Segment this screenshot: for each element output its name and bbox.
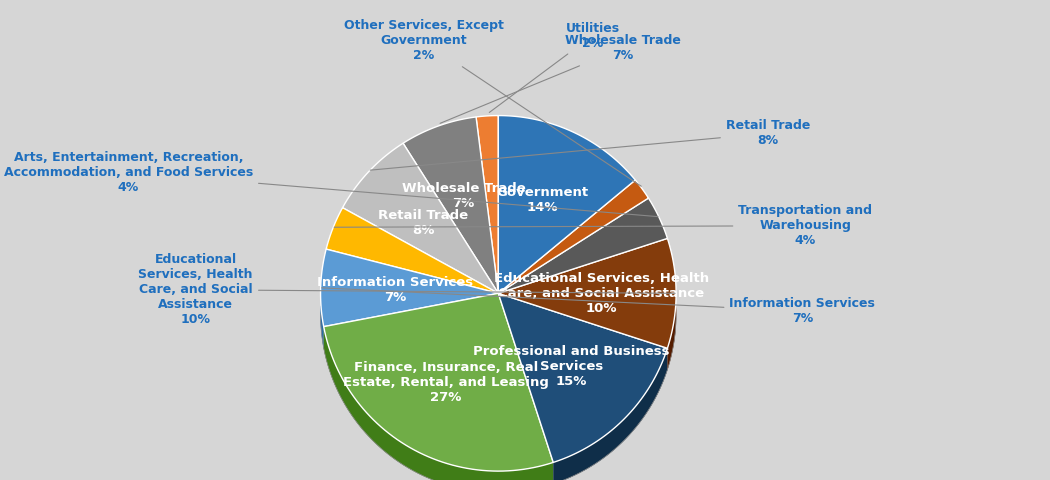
Polygon shape xyxy=(499,239,676,348)
Text: Other Services, Except
Government
2%: Other Services, Except Government 2% xyxy=(343,19,642,186)
Text: Information Services
7%: Information Services 7% xyxy=(317,276,474,304)
Text: Information Services
7%: Information Services 7% xyxy=(321,288,876,325)
Polygon shape xyxy=(323,327,553,480)
Polygon shape xyxy=(342,143,499,293)
Text: Retail Trade
8%: Retail Trade 8% xyxy=(378,209,468,237)
Polygon shape xyxy=(323,293,553,471)
Text: Transportation and
Warehousing
4%: Transportation and Warehousing 4% xyxy=(334,204,873,247)
Text: Utilities
2%: Utilities 2% xyxy=(489,22,620,112)
Polygon shape xyxy=(320,285,323,348)
Polygon shape xyxy=(476,116,499,293)
Polygon shape xyxy=(327,208,499,293)
Polygon shape xyxy=(668,285,676,370)
Polygon shape xyxy=(320,249,499,327)
Text: Educational Services, Health
Care, and Social Assistance
10%: Educational Services, Health Care, and S… xyxy=(494,272,709,315)
Polygon shape xyxy=(499,116,635,293)
Text: Professional and Business
Services
15%: Professional and Business Services 15% xyxy=(472,345,670,388)
Polygon shape xyxy=(499,180,649,293)
Polygon shape xyxy=(553,348,668,480)
Text: Retail Trade
8%: Retail Trade 8% xyxy=(371,120,811,170)
Text: Educational
Services, Health
Care, and Social
Assistance
10%: Educational Services, Health Care, and S… xyxy=(139,253,675,326)
Text: Wholesale Trade
7%: Wholesale Trade 7% xyxy=(440,34,680,123)
Text: Wholesale Trade
7%: Wholesale Trade 7% xyxy=(401,182,525,210)
Polygon shape xyxy=(499,293,668,462)
Text: Government
14%: Government 14% xyxy=(497,186,588,214)
Text: Arts, Entertainment, Recreation,
Accommodation, and Food Services
4%: Arts, Entertainment, Recreation, Accommo… xyxy=(4,151,658,216)
Polygon shape xyxy=(403,117,499,293)
Text: Finance, Insurance, Real
Estate, Rental, and Leasing
27%: Finance, Insurance, Real Estate, Rental,… xyxy=(343,360,549,404)
Polygon shape xyxy=(499,198,668,293)
